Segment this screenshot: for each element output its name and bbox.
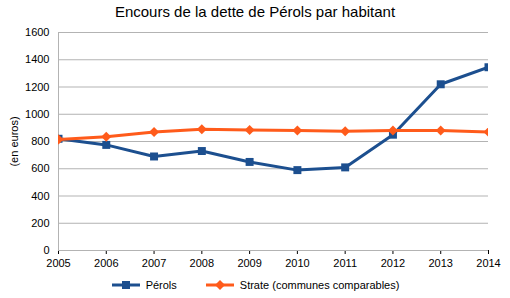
svg-text:2007: 2007 — [142, 257, 166, 269]
svg-text:2009: 2009 — [237, 257, 261, 269]
svg-text:0: 0 — [43, 244, 49, 256]
svg-text:1600: 1600 — [25, 26, 49, 38]
svg-text:600: 600 — [31, 162, 49, 174]
svg-text:2005: 2005 — [46, 257, 70, 269]
svg-text:1000: 1000 — [25, 108, 49, 120]
svg-text:2010: 2010 — [285, 257, 309, 269]
svg-text:2008: 2008 — [190, 257, 214, 269]
html-text:Encours de la dette de Pérols: Encours de la dette de Pérols par habita… — [114, 3, 396, 20]
svg-text:2011: 2011 — [333, 257, 357, 269]
svg-text:1200: 1200 — [25, 81, 49, 93]
svg-text:(en euros): (en euros) — [8, 116, 20, 166]
svg-text:2014: 2014 — [476, 257, 500, 269]
html-text:Strate (communes comparables): Strate (communes comparables) — [239, 279, 400, 291]
svg-text:200: 200 — [31, 217, 49, 229]
svg-text:2013: 2013 — [428, 257, 452, 269]
svg-text:1400: 1400 — [25, 53, 49, 65]
html-text:Pérols: Pérols — [145, 279, 177, 291]
svg-text:2012: 2012 — [381, 257, 405, 269]
svg-text:400: 400 — [31, 190, 49, 202]
svg-text:800: 800 — [31, 135, 49, 147]
svg-text:2006: 2006 — [94, 257, 118, 269]
